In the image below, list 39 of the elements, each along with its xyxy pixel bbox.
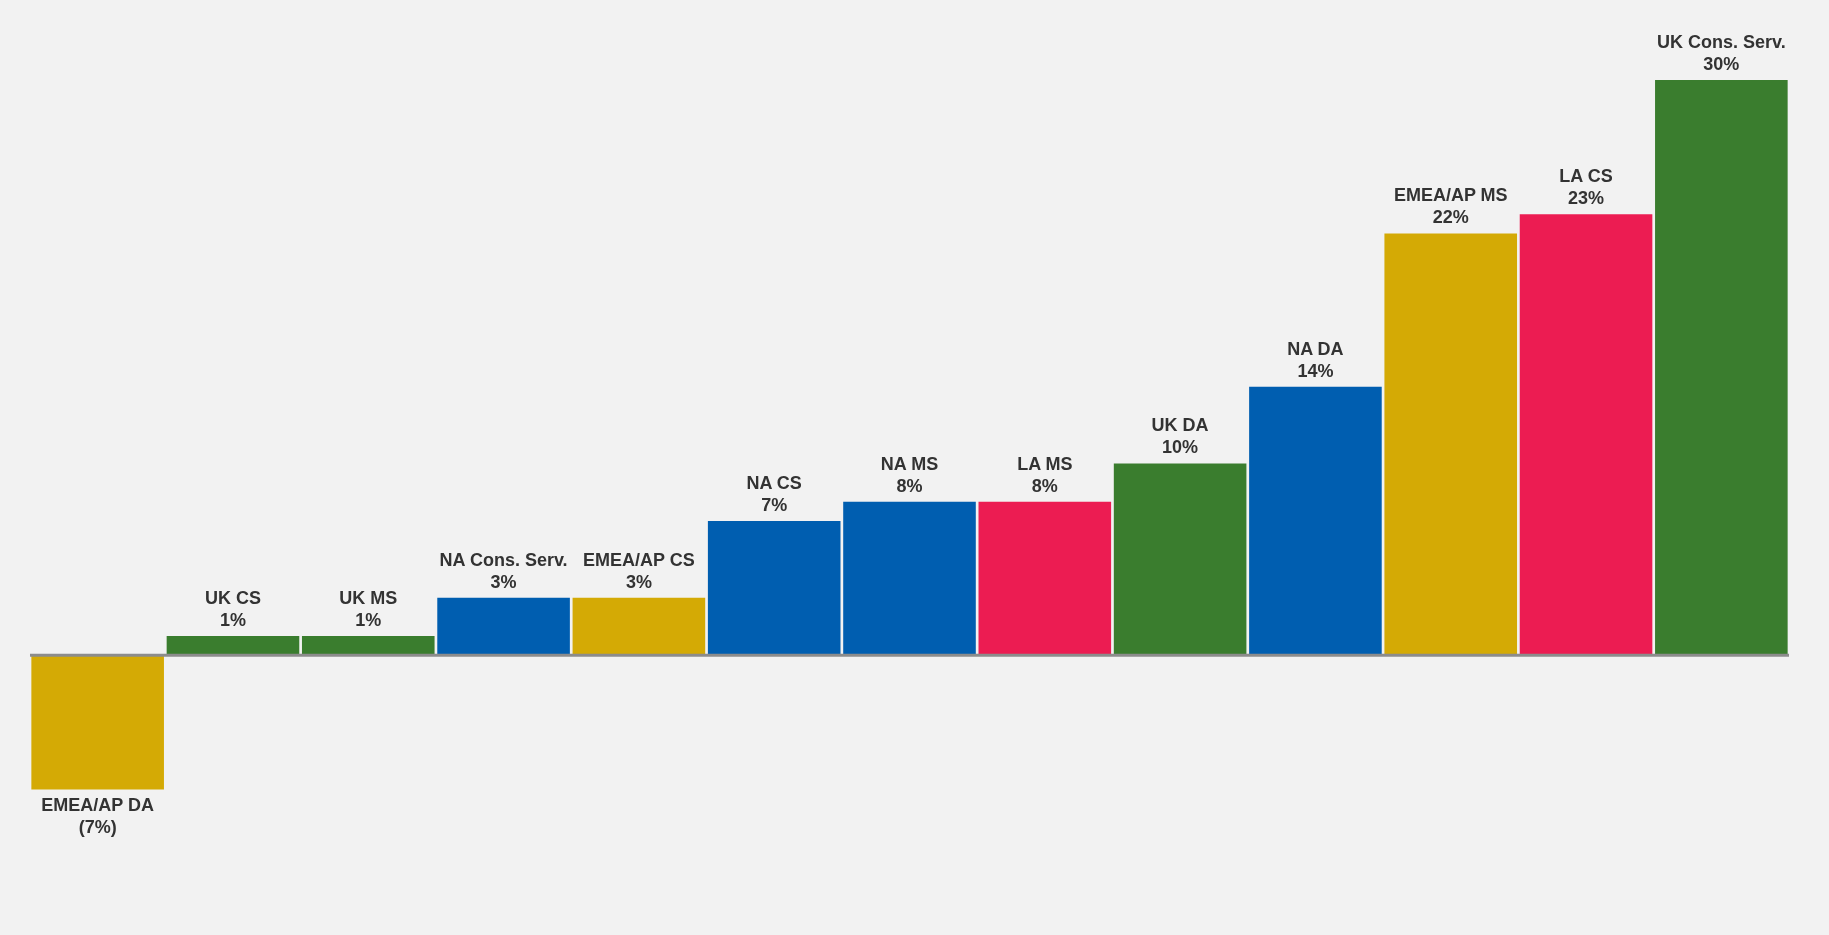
data-label: 1% [355,610,382,631]
x-tick-label: UK MS [339,588,398,609]
bar [1655,80,1788,656]
x-tick-label: LA MS [1017,453,1073,474]
x-tick-label: NA MS [880,453,939,474]
data-label: 3% [490,571,517,592]
data-label: 14% [1297,360,1334,381]
bar [707,521,841,656]
bar [301,636,435,656]
data-label: 30% [1703,53,1740,74]
bar [843,501,976,656]
x-tick-label: UK Cons. Serv. [1656,31,1786,52]
bar [31,655,164,790]
bar [978,501,1112,656]
bar [1249,386,1382,656]
data-label: (7%) [78,817,117,838]
bar [572,597,706,656]
data-label: 23% [1568,188,1605,209]
x-tick-label: NA CS [746,472,802,493]
x-tick-label: UK CS [204,588,261,609]
data-label: 8% [1031,475,1058,496]
x-tick-label: EMEA/AP CS [583,549,695,570]
data-label: 10% [1162,437,1199,458]
data-label: 3% [625,571,652,592]
data-label: 22% [1432,207,1469,228]
x-tick-label: NA Cons. Serv. [439,549,568,570]
x-tick-label: UK DA [1151,415,1209,436]
x-tick-label: LA CS [1559,166,1613,187]
x-tick-label: NA DA [1287,338,1344,359]
bar [166,636,300,656]
x-tick-label: EMEA/AP DA [41,795,154,816]
bar [1113,463,1247,656]
data-label: 1% [219,610,246,631]
bar [1384,233,1518,656]
bar [1519,214,1653,656]
bar [437,597,570,656]
data-label: 8% [896,475,923,496]
x-tick-label: EMEA/AP MS [1393,185,1508,206]
data-label: 7% [761,494,788,515]
